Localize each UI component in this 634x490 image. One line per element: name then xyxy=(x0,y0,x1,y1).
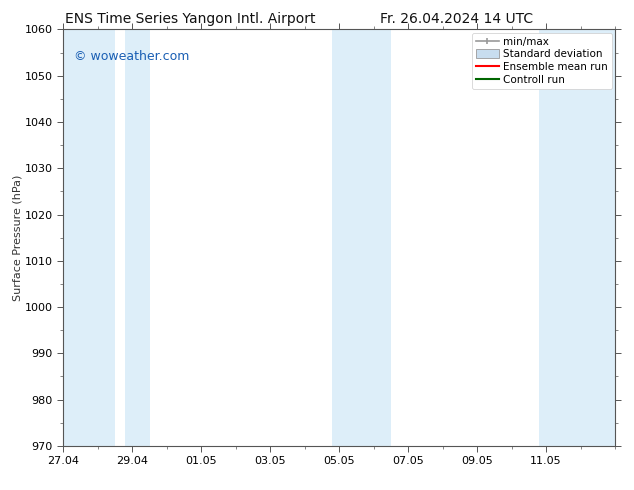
Text: ENS Time Series Yangon Intl. Airport: ENS Time Series Yangon Intl. Airport xyxy=(65,12,316,26)
Text: Fr. 26.04.2024 14 UTC: Fr. 26.04.2024 14 UTC xyxy=(380,12,533,26)
Y-axis label: Surface Pressure (hPa): Surface Pressure (hPa) xyxy=(12,174,22,301)
Bar xyxy=(332,29,391,446)
Text: © woweather.com: © woweather.com xyxy=(74,50,190,63)
Legend: min/max, Standard deviation, Ensemble mean run, Controll run: min/max, Standard deviation, Ensemble me… xyxy=(472,32,612,89)
Bar xyxy=(539,29,615,446)
Bar xyxy=(63,29,115,446)
Bar xyxy=(126,29,150,446)
